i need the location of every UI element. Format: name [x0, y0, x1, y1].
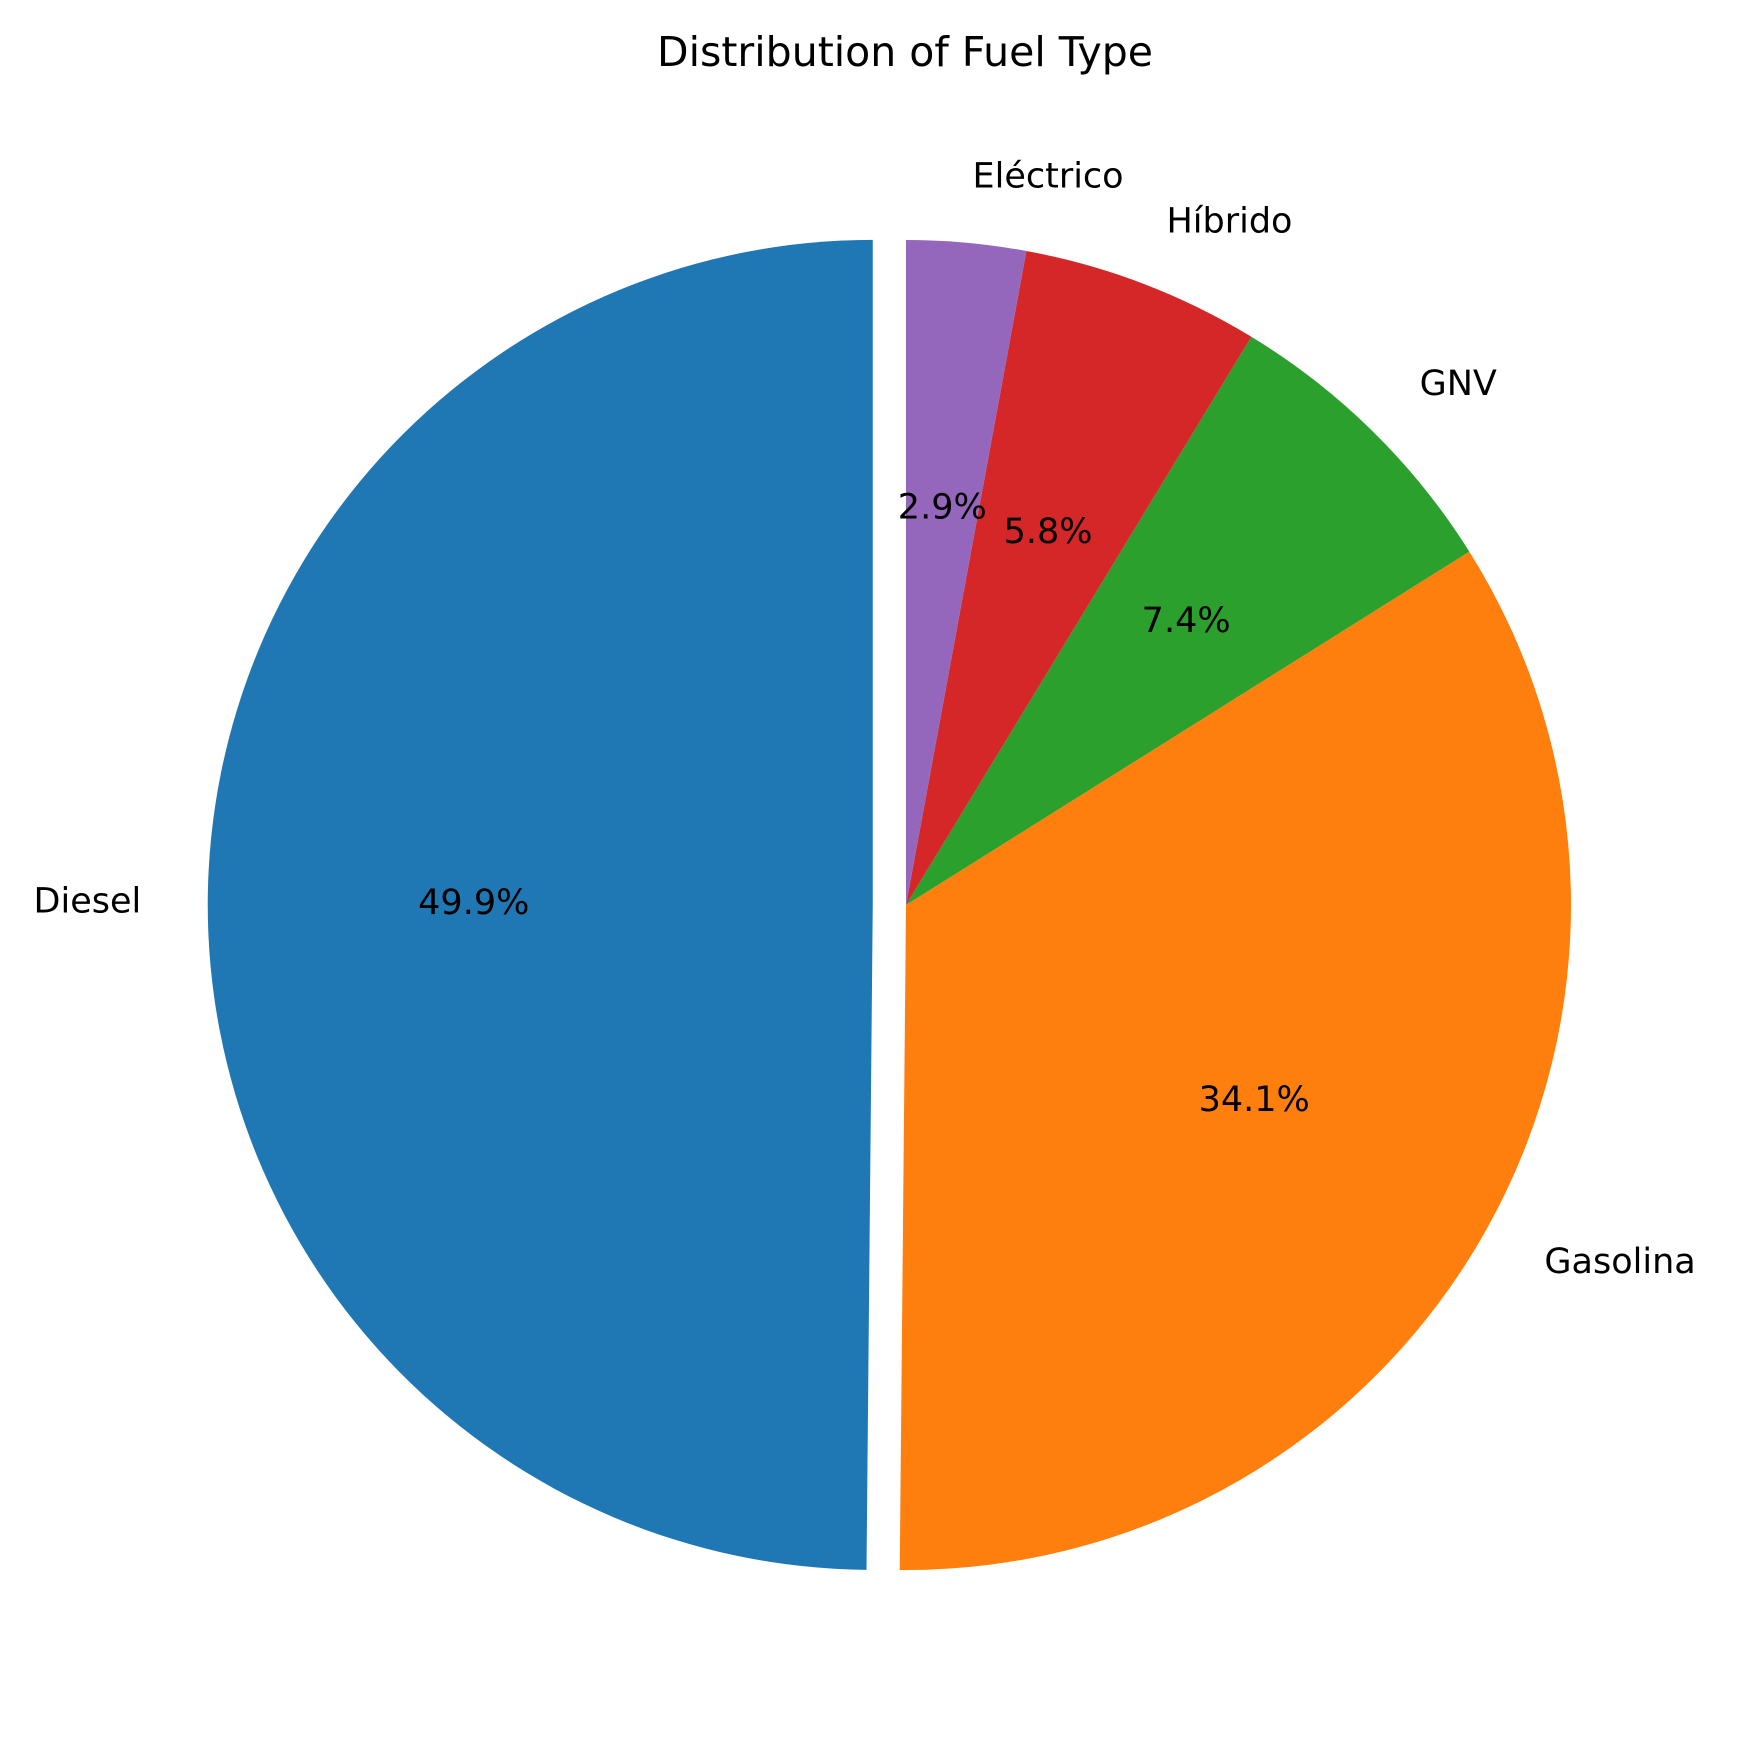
- slice-label-electrico: Eléctrico: [972, 157, 1123, 197]
- pct-label-diesel: 49.9%: [418, 883, 529, 923]
- pie-slice-hibrido: [906, 250, 1252, 906]
- pct-label-gasolina: 34.1%: [1199, 1080, 1310, 1120]
- pie-slice-electrico: [906, 240, 1027, 905]
- pct-label-gnv: 7.4%: [1142, 601, 1231, 641]
- slice-label-hibrido: Híbrido: [1166, 201, 1292, 241]
- pct-label-electrico: 2.9%: [898, 488, 987, 528]
- chart-title: Distribution of Fuel Type: [657, 28, 1153, 76]
- pie-slice-gnv: [906, 336, 1470, 906]
- pie-slices: [207, 239, 1571, 1571]
- pie-slice-diesel: [207, 239, 873, 1570]
- pct-label-hibrido: 5.8%: [1004, 512, 1093, 552]
- pie-slice-gasolina: [899, 551, 1571, 1571]
- slice-label-diesel: Diesel: [34, 881, 142, 921]
- slice-label-gnv: GNV: [1420, 364, 1497, 404]
- slice-label-gasolina: Gasolina: [1544, 1242, 1695, 1282]
- pie-labels: Diesel 49.9% Gasolina 34.1% GNV 7.4% Híbrido 5.…: [34, 157, 1696, 1283]
